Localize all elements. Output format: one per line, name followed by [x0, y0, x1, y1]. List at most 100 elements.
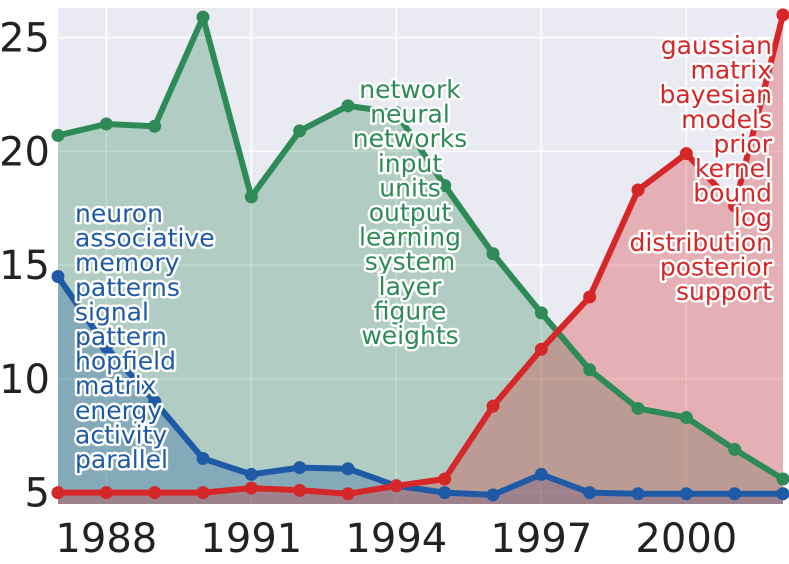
y-tick-label: 10 [0, 357, 50, 403]
green-series-point [534, 306, 548, 320]
green-series-line [55, 14, 786, 482]
blue-series-point [196, 451, 210, 465]
blue-series-point [293, 461, 307, 475]
green-topic-word: figure [374, 296, 447, 325]
green-series-point [486, 247, 500, 261]
red-series-point [51, 486, 65, 500]
y-tick-label: 5 [25, 471, 50, 517]
blue-series-point [99, 340, 113, 354]
blue-series-point [583, 486, 597, 500]
green-series-point [196, 10, 210, 24]
x-axis-ticks: 1988 1991 1994 1997 2000 [55, 516, 737, 562]
green-series-point [148, 119, 162, 133]
green-topic-word: output [369, 198, 452, 227]
red-series-point [486, 399, 500, 413]
green-topic-word: system [365, 247, 455, 276]
blue-series-point [728, 487, 742, 501]
blue-topic-word: patterns [75, 273, 180, 302]
red-topic-word: bound [693, 179, 772, 208]
red-series-line [55, 11, 786, 497]
red-topic-word: prior [713, 129, 772, 158]
red-series-point [99, 486, 113, 500]
red-series-point [196, 486, 210, 500]
blue-topic-word: neuron [75, 199, 163, 228]
blue-series-point [631, 487, 645, 501]
red-series-point [583, 290, 597, 304]
green-series-point [389, 106, 403, 120]
red-series-point [534, 342, 548, 356]
blue-topic-word: energy [75, 396, 162, 425]
blue-series-area [58, 276, 783, 504]
y-tick-label: 20 [0, 129, 50, 175]
blue-topic-word: memory [75, 248, 180, 277]
green-series-point [293, 124, 307, 138]
red-topic-word: posterior [660, 252, 773, 281]
blue-topic-word: matrix [75, 371, 157, 400]
green-topic-word: network [359, 75, 461, 104]
series-points [51, 8, 789, 502]
y-tick-label: 25 [0, 16, 50, 62]
blue-series-line [55, 273, 786, 498]
green-topic-word: layer [379, 272, 442, 301]
series-lines [55, 11, 786, 498]
blue-topic-word: parallel [75, 445, 168, 474]
red-topic-word: log [734, 203, 772, 232]
plot-background [58, 8, 783, 504]
green-series-point [438, 178, 452, 192]
green-series-point [583, 363, 597, 377]
blue-series-point [51, 269, 65, 283]
red-series-point [148, 486, 162, 500]
green-topic-word: input [378, 149, 443, 178]
x-tick-label: 1997 [490, 516, 592, 562]
red-topic-word: support [676, 277, 772, 306]
green-series-point [679, 411, 693, 425]
blue-series-point [244, 467, 258, 481]
blue-series-point [679, 487, 693, 501]
green-series-point [99, 117, 113, 131]
blue-topic-word: pattern [75, 322, 167, 351]
green-series-point [776, 472, 789, 486]
red-topic-word: bayesian [660, 80, 773, 109]
red-series-point [776, 8, 789, 22]
red-series-point [341, 487, 355, 501]
blue-topic-word: signal [75, 297, 149, 326]
red-topic-word: models [681, 105, 772, 134]
blue-topic-word: hopfield [75, 347, 176, 376]
red-series-point [631, 183, 645, 197]
x-tick-label: 1991 [200, 516, 302, 562]
x-tick-label: 1988 [55, 516, 157, 562]
green-topic-word: units [379, 173, 440, 202]
topic-word-labels: networkneuralnetworksinputunitsoutputlea… [73, 29, 776, 477]
blue-series-point [486, 488, 500, 502]
green-series-point [631, 401, 645, 415]
blue-series-point [341, 462, 355, 476]
blue-series-point [438, 486, 452, 500]
red-series-point [293, 483, 307, 497]
x-tick-label: 1994 [345, 516, 447, 562]
red-topic-word: matrix [691, 56, 773, 85]
green-series-point [51, 128, 65, 142]
blue-series-point [148, 395, 162, 409]
blue-series-point [534, 467, 548, 481]
x-tick-label: 2000 [635, 516, 737, 562]
y-tick-label: 15 [0, 243, 50, 289]
blue-topic-word: associative [75, 224, 215, 253]
green-topic-word: neural [370, 100, 450, 129]
red-series-point [244, 481, 258, 495]
green-series-point [341, 99, 355, 113]
green-series-point [728, 442, 742, 456]
blue-series-point [776, 487, 789, 501]
blue-topic-word: activity [75, 420, 167, 449]
green-topic-word: learning [359, 223, 461, 252]
green-topic-word: networks [353, 124, 468, 153]
red-topic-word: distribution [630, 228, 772, 257]
red-series-point [679, 147, 693, 161]
green-series-point [244, 190, 258, 204]
red-series-point [728, 199, 742, 213]
red-series-point [389, 479, 403, 493]
y-axis-ticks: 5 10 15 20 25 [0, 16, 50, 517]
red-series-point [438, 472, 452, 486]
green-topic-word: weights [361, 321, 458, 350]
red-topic-word: gaussian [661, 31, 772, 60]
